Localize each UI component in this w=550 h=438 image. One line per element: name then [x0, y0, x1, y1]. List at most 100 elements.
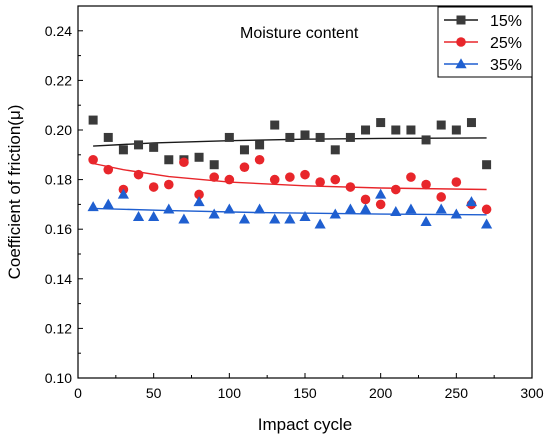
y-axis-label: Coefficient of friction(μ) — [5, 105, 24, 280]
data-point — [300, 130, 310, 140]
series-3-points — [87, 188, 493, 229]
x-axis-label: Impact cycle — [258, 415, 352, 434]
data-point — [239, 145, 249, 155]
data-point — [450, 208, 462, 219]
legend: 15% 25% 35% — [437, 6, 533, 78]
data-point — [359, 203, 372, 214]
ticks-layer: 0 50 100 150 200 250 300 0.10 0.12 0.14 0.16 0.18 0.… — [45, 5, 544, 401]
data-point — [269, 174, 280, 185]
data-point — [179, 157, 189, 168]
data-point — [193, 196, 205, 207]
data-points — [87, 115, 493, 229]
data-point — [345, 132, 355, 142]
series-2-points — [88, 154, 492, 215]
data-point — [466, 118, 476, 128]
data-point — [254, 154, 265, 165]
x-tick-label: 150 — [293, 385, 317, 401]
data-point — [224, 132, 234, 142]
data-point — [300, 169, 310, 180]
data-point — [285, 172, 295, 182]
y-tick-label: 0.24 — [45, 23, 72, 39]
legend-marker-3 — [455, 58, 467, 69]
legend-label-2: 25% — [490, 35, 522, 52]
chart-annotation: Moisture content — [240, 25, 359, 42]
data-point — [421, 135, 431, 145]
series-1-points — [88, 115, 492, 170]
data-point — [134, 140, 144, 150]
data-point — [223, 203, 235, 214]
data-point — [345, 182, 356, 192]
data-point — [117, 188, 129, 199]
data-point — [149, 142, 159, 152]
data-point — [314, 218, 326, 229]
data-point — [482, 160, 492, 170]
data-point — [330, 174, 341, 185]
data-point — [255, 140, 265, 150]
data-point — [390, 206, 402, 217]
data-point — [420, 215, 432, 226]
x-tick-label: 100 — [218, 385, 242, 401]
x-tick-label: 200 — [369, 385, 393, 401]
x-tick-label: 250 — [445, 385, 469, 401]
data-point — [376, 118, 386, 128]
data-point — [148, 211, 160, 221]
y-tick-label: 0.20 — [45, 122, 72, 138]
data-point — [148, 182, 159, 192]
data-point — [360, 194, 371, 205]
data-point — [436, 120, 446, 130]
data-point — [391, 184, 401, 195]
x-tick-label: 300 — [520, 385, 544, 401]
data-point — [132, 211, 145, 221]
data-point — [451, 125, 461, 135]
data-point — [164, 179, 174, 190]
data-point — [164, 155, 174, 165]
data-point — [329, 208, 341, 219]
data-point — [178, 213, 190, 224]
y-tick-label: 0.16 — [45, 221, 72, 237]
y-tick-label: 0.12 — [45, 320, 72, 336]
data-point — [315, 177, 325, 187]
data-point — [254, 203, 266, 214]
data-point — [330, 145, 340, 155]
data-point — [315, 132, 325, 142]
legend-label-1: 15% — [490, 13, 522, 30]
data-point — [163, 203, 175, 214]
y-tick-label: 0.14 — [45, 271, 72, 287]
fit-line-1 — [93, 137, 487, 147]
data-point — [375, 199, 386, 210]
data-point — [133, 169, 144, 180]
data-point — [299, 211, 311, 221]
data-point — [238, 213, 251, 224]
legend-label-3: 35% — [490, 57, 522, 74]
data-point — [270, 120, 280, 130]
data-point — [481, 204, 492, 215]
data-point — [406, 125, 416, 135]
data-point — [375, 188, 387, 199]
data-point — [435, 203, 447, 214]
data-point — [224, 174, 235, 185]
data-point — [194, 189, 204, 200]
data-point — [451, 177, 462, 187]
data-point — [102, 198, 114, 209]
data-point — [118, 145, 128, 155]
data-point — [269, 213, 281, 224]
legend-marker-2 — [456, 37, 466, 47]
data-point — [194, 152, 204, 162]
data-point — [436, 192, 447, 202]
data-point — [87, 201, 99, 212]
data-point — [421, 179, 431, 190]
data-point — [209, 160, 219, 170]
data-point — [103, 132, 113, 142]
data-point — [405, 203, 417, 214]
data-point — [285, 132, 295, 142]
data-point — [88, 154, 98, 165]
data-point — [465, 196, 478, 207]
data-point — [208, 208, 220, 219]
data-point — [209, 172, 219, 182]
legend-marker-1 — [456, 15, 466, 25]
data-point — [284, 213, 296, 224]
y-tick-label: 0.22 — [45, 72, 72, 88]
data-point — [88, 115, 98, 125]
